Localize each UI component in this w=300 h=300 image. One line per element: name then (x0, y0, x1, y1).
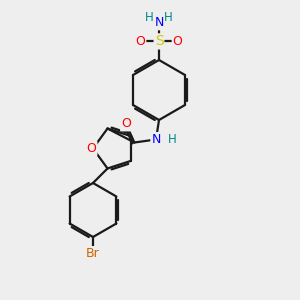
Text: H: H (145, 11, 154, 24)
Text: S: S (154, 34, 164, 48)
Text: O: O (87, 142, 96, 155)
Text: O: O (121, 117, 131, 130)
Text: H: H (164, 11, 173, 24)
Text: Br: Br (86, 247, 100, 260)
Text: H: H (168, 133, 177, 146)
Text: O: O (173, 35, 182, 48)
Text: N: N (151, 133, 161, 146)
Text: N: N (154, 16, 164, 29)
Text: O: O (136, 35, 145, 48)
